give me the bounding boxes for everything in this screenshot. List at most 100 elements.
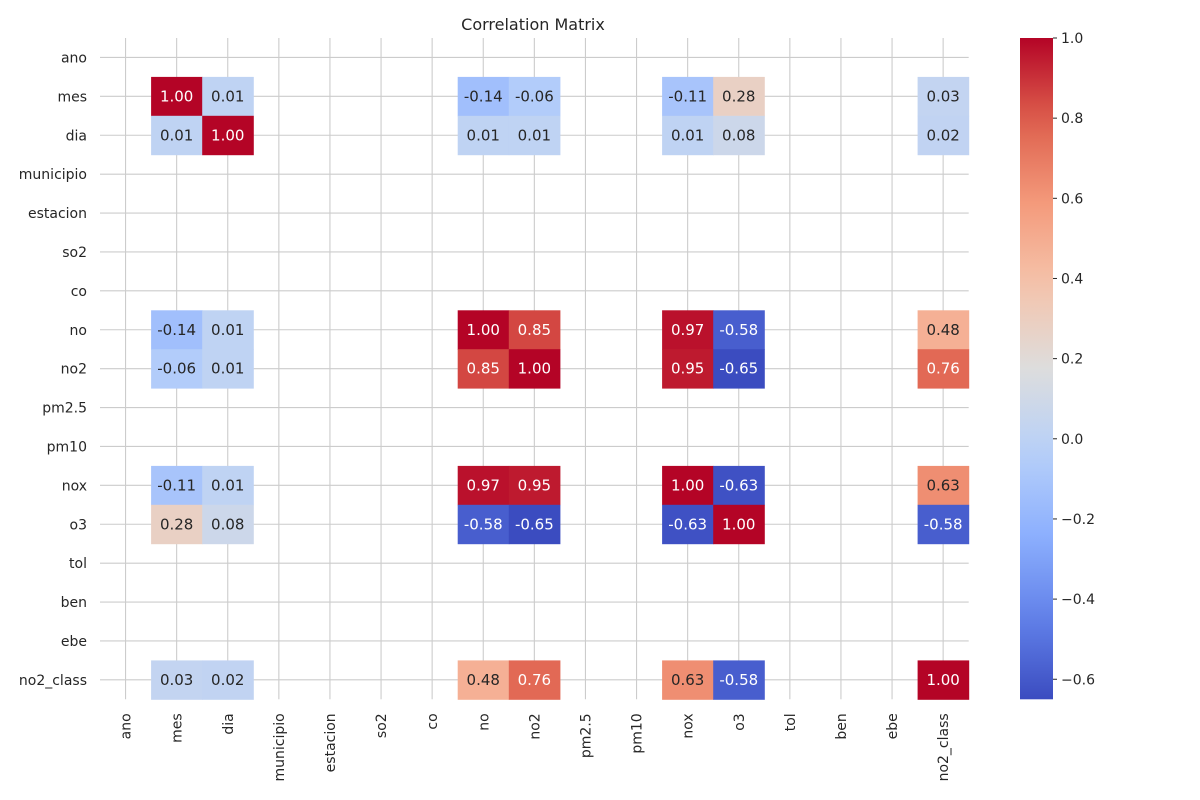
cell-value-label: -0.63 (668, 515, 707, 533)
cell-value-label: -0.58 (464, 515, 503, 533)
column-tick-label: pm10 (630, 713, 646, 753)
column-tick-label: pm2.5 (578, 713, 594, 758)
column-tick-label: dia (221, 713, 237, 734)
cell-value-label: 0.08 (722, 126, 755, 144)
heatmap-cell (151, 504, 203, 545)
heatmap-cell (508, 504, 561, 545)
heatmap-cell (508, 76, 561, 117)
heatmap-cell (662, 76, 714, 117)
heatmap-cell (457, 76, 510, 117)
colorbar-tick-label: 0.0 (1061, 432, 1083, 448)
heatmap-cell (917, 660, 970, 700)
heatmap-cell (917, 76, 970, 117)
row-tick-label: mes (57, 89, 87, 105)
colorbar-tick-label: −0.4 (1061, 592, 1095, 608)
heatmap-cell (917, 115, 970, 156)
heatmap-cell (917, 465, 970, 506)
heatmap-cell (202, 465, 254, 506)
column-tick-label: co (425, 713, 441, 729)
colorbar-tick-label: 0.8 (1061, 111, 1083, 127)
column-tick-label: no2 (527, 713, 543, 739)
row-tick-label: so2 (62, 245, 87, 261)
row-tick-label: co (71, 284, 87, 300)
row-tick-label: nox (62, 478, 87, 494)
heatmap-cell (508, 660, 561, 700)
cell-value-label: 1.00 (211, 126, 244, 144)
heatmap-cell (508, 115, 561, 156)
cells-layer: 1.00 0.01 -0.14 -0.06 -0.11 0.28 0.03 0.01 1.00 0… (151, 76, 970, 700)
heatmap-cell (917, 504, 970, 545)
cell-value-label: 0.48 (467, 671, 500, 689)
heatmap-cell (662, 465, 714, 506)
cell-value-label: 0.03 (926, 87, 959, 105)
cell-value-label: -0.58 (719, 321, 758, 339)
column-tick-label: tol (783, 713, 799, 731)
heatmap-cell (202, 349, 254, 389)
column-tick-label: mes (170, 713, 186, 743)
cell-value-label: 0.03 (160, 671, 193, 689)
row-tick-label: ebe (61, 634, 87, 650)
heatmap-cell (151, 660, 203, 700)
heatmap-cell (457, 465, 510, 506)
heatmap-cell (151, 349, 203, 389)
heatmap-cell (713, 504, 765, 545)
cell-value-label: -0.14 (464, 87, 503, 105)
column-tick-label: o3 (732, 713, 748, 730)
cell-value-label: 0.97 (467, 476, 500, 494)
cell-value-label: 0.01 (160, 126, 193, 144)
column-tick-labels: ano mes dia municipio estacion so2 co no no2 pm2.… (119, 713, 953, 781)
cell-value-label: 0.02 (211, 671, 244, 689)
heatmap-cell (202, 504, 254, 545)
cell-value-label: 0.85 (467, 360, 500, 378)
row-tick-label: no2 (61, 362, 87, 378)
cell-value-label: 1.00 (160, 87, 193, 105)
cell-value-label: 0.28 (722, 87, 755, 105)
heatmap-cell (202, 115, 254, 156)
heatmap-cell (202, 310, 254, 350)
colorbar-tick-label: 0.2 (1061, 352, 1083, 368)
cell-value-label: 0.63 (671, 671, 704, 689)
cell-value-label: -0.65 (515, 515, 554, 533)
heatmap-cell (713, 76, 765, 117)
heatmap-cell (713, 115, 765, 156)
cell-value-label: 0.01 (211, 476, 244, 494)
cell-value-label: 0.01 (211, 87, 244, 105)
cell-value-label: -0.06 (157, 360, 196, 378)
heatmap-cell (457, 660, 510, 700)
cell-value-label: 0.76 (518, 671, 551, 689)
cell-value-label: 1.00 (467, 321, 500, 339)
row-tick-labels: ano mes dia municipio estacion so2 co no no2 pm2.… (19, 50, 87, 688)
heatmap-cell (662, 115, 714, 156)
heatmap-cell (202, 660, 254, 700)
row-tick-label: ano (61, 50, 87, 66)
colorbar-tick-label: 0.6 (1061, 191, 1083, 207)
row-tick-label: no2_class (19, 673, 87, 689)
row-tick-label: estacion (28, 206, 87, 222)
cell-value-label: 0.01 (467, 126, 500, 144)
cell-value-label: 0.95 (671, 360, 704, 378)
cell-value-label: 0.01 (671, 126, 704, 144)
cell-value-label: 0.76 (926, 360, 959, 378)
row-tick-label: o3 (70, 517, 87, 533)
heatmap-cell (662, 504, 714, 545)
column-tick-label: ano (119, 713, 135, 739)
column-tick-label: ben (834, 713, 850, 739)
heatmap-cell (662, 660, 714, 700)
cell-value-label: 0.85 (518, 321, 551, 339)
heatmap-cell (151, 465, 203, 506)
heatmap-cell (202, 76, 254, 117)
heatmap-cell (662, 349, 714, 389)
column-tick-label: estacion (323, 713, 339, 772)
colorbar: 1.0 0.8 0.6 0.4 0.2 0.0 −0.2 −0.4 −0.6 (1020, 31, 1095, 700)
column-tick-label: ebe (885, 713, 901, 739)
cell-value-label: 0.95 (518, 476, 551, 494)
colorbar-tick-label: 1.0 (1061, 31, 1083, 47)
cell-value-label: -0.11 (668, 87, 707, 105)
cell-value-label: 1.00 (926, 671, 959, 689)
heatmap-cell (508, 349, 561, 389)
row-tick-label: pm10 (47, 439, 87, 455)
colorbar-tick-label: −0.2 (1061, 512, 1095, 528)
cell-value-label: 1.00 (518, 360, 551, 378)
column-tick-label: no (476, 713, 492, 730)
